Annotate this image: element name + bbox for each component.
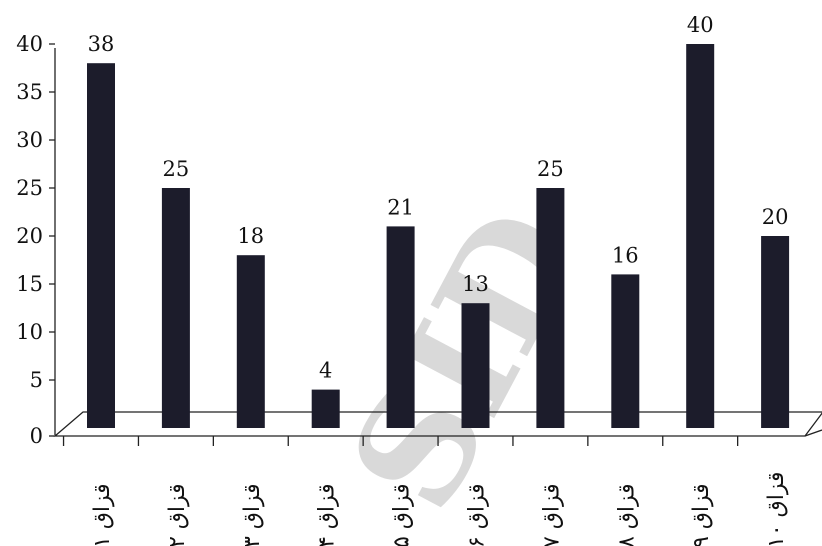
y-tick-label: 10 [16, 320, 43, 344]
data-labels: 38 25 18 4 21 13 25 16 40 20 [88, 13, 789, 383]
bar [686, 44, 715, 428]
data-label: 40 [687, 13, 714, 37]
data-label: 4 [319, 359, 332, 383]
floor-outline [53, 411, 822, 437]
data-label: 16 [612, 243, 639, 267]
bar [236, 255, 265, 428]
data-label: 18 [237, 224, 264, 248]
category-label: قزاق ۱ [90, 483, 115, 546]
category-label: قزاق ۷ [539, 483, 564, 546]
y-tick-label: 20 [16, 224, 43, 248]
bars [87, 44, 790, 428]
category-label: قزاق ۶ [465, 483, 490, 546]
bar [761, 236, 790, 428]
y-tick-label: 30 [16, 128, 43, 152]
category-label: قزاق ۸ [614, 483, 639, 546]
y-tick-label: 25 [16, 176, 43, 200]
y-tick-label: 35 [16, 80, 43, 104]
baseline-edge [804, 429, 822, 437]
category-label: قزاق ۹ [689, 483, 714, 546]
y-tick-label: 0 [30, 424, 43, 448]
y-tick-label: 40 [16, 32, 43, 56]
data-label: 25 [537, 157, 564, 181]
data-label: 21 [387, 195, 414, 219]
category-label: قزاق ۳ [240, 483, 265, 546]
chart-floor [53, 411, 822, 437]
bar [87, 63, 115, 428]
data-label: 38 [88, 32, 115, 56]
bar [536, 188, 565, 428]
data-label: 13 [462, 272, 489, 296]
category-label: قزاق ۲ [165, 483, 190, 546]
bar [386, 226, 415, 428]
bar [161, 188, 190, 428]
bar [461, 303, 490, 428]
data-label: 20 [762, 205, 789, 229]
bar [611, 274, 640, 428]
y-tick-label: 15 [16, 272, 43, 296]
category-label: قزاق ۴ [315, 483, 340, 546]
category-label: قزاق ۱۰ [764, 472, 789, 546]
bar [311, 389, 340, 428]
category-labels: قزاق ۱ قزاق ۲ قزاق ۳ قزاق ۴ قزاق ۵ قزاق ۶ قزاق… [90, 472, 789, 546]
data-label: 25 [163, 157, 190, 181]
y-tick-label: 5 [30, 368, 43, 392]
y-axis: 0 5 10 15 20 25 30 35 40 [16, 32, 739, 448]
category-label: قزاق ۵ [390, 483, 415, 546]
